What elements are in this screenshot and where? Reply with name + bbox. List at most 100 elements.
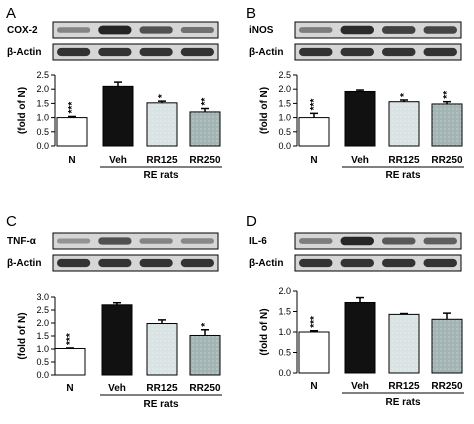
blot-target: TNF-α (7, 232, 219, 250)
significance-mark: * (157, 94, 168, 98)
blot-actin: β-Actin (7, 254, 219, 272)
bar-n (298, 331, 330, 374)
blot-actin: β-Actin (249, 254, 462, 272)
blot-frame (294, 43, 462, 61)
x-tick-label: RR250 (431, 381, 463, 392)
y-tick-label: 0.0 (278, 368, 291, 378)
blot-band (299, 47, 333, 57)
y-tick-label: 0.5 (278, 348, 291, 358)
bar-veh (344, 301, 376, 374)
y-axis-label: (fold of N) (259, 87, 270, 134)
blot-band (139, 26, 173, 34)
blot-band (139, 47, 173, 57)
bar-texture (389, 314, 419, 373)
x-tick-label: Veh (351, 155, 369, 166)
blot-frame (294, 232, 462, 250)
y-axis-label: (fold of N) (17, 87, 28, 134)
bar-chart: 0.0 0.5 1.0 1.5 2.0 2.5 (fold of N) *** N Veh * RR1… (17, 70, 221, 166)
blot-band (340, 47, 374, 57)
x-tick-label: Veh (108, 383, 126, 394)
blot-band (98, 237, 132, 245)
x-tick-label: RR125 (146, 155, 178, 166)
bar-texture (432, 104, 462, 146)
significance-mark: * (399, 93, 410, 97)
y-tick-label: 0.0 (36, 141, 49, 151)
y-tick-label: 2.0 (36, 318, 49, 328)
blot-label: β-Actin (7, 47, 41, 58)
x-tick-label: N (66, 383, 73, 394)
blot-actin: β-Actin (249, 43, 462, 61)
y-tick-label: 2.5 (36, 70, 49, 80)
x-tick-label: RR125 (388, 155, 420, 166)
blot-band (180, 47, 214, 57)
blot-band (98, 25, 132, 35)
y-tick-label: 2.0 (278, 84, 291, 94)
y-tick-label: 1.0 (278, 327, 291, 337)
blot-target: IL-6 (249, 232, 462, 250)
blot-band (57, 238, 91, 244)
blot-label: IL-6 (249, 236, 267, 247)
group-label: RE rats (385, 397, 420, 408)
panel-letter: B (246, 5, 256, 22)
bar-n (56, 117, 88, 147)
bar-texture (190, 112, 220, 146)
bar-texture (147, 103, 177, 146)
significance-mark: *** (309, 99, 320, 111)
y-tick-label: 1.5 (36, 98, 49, 108)
y-tick-label: 0.0 (36, 370, 49, 380)
x-tick-label: N (310, 155, 317, 166)
blot-band (382, 26, 416, 34)
significance-mark: *** (309, 316, 320, 328)
bar-texture (432, 319, 462, 373)
y-tick-label: 1.5 (278, 307, 291, 317)
blot-frame (294, 21, 462, 39)
significance-mark: ** (200, 98, 211, 106)
x-tick-label: RR250 (189, 155, 221, 166)
blot-frame (52, 254, 219, 272)
panel-letter: C (6, 213, 17, 230)
blot-label: β-Actin (7, 258, 41, 269)
blot-band (139, 258, 173, 268)
bar-chart: 0.0 0.5 1.0 1.5 2.0 2.5 3.0 (fold of N) *** N Veh R… (17, 292, 221, 394)
blot-band (340, 236, 374, 246)
group-label: RE rats (385, 170, 420, 181)
blot-frame (294, 254, 462, 272)
group-label: RE rats (143, 170, 178, 181)
bar-texture (190, 335, 220, 375)
y-tick-label: 2.0 (278, 286, 291, 296)
x-tick-label: N (310, 381, 317, 392)
y-axis-label: (fold of N) (259, 308, 270, 355)
bar-chart: 0.0 0.5 1.0 1.5 2.0 2.5 (fold of N) *** N Veh * RR1… (259, 70, 463, 166)
panel-letter: A (6, 5, 16, 22)
y-tick-label: 0.5 (278, 127, 291, 137)
bar-texture (389, 102, 419, 146)
bar-chart: 0.0 0.5 1.0 1.5 2.0 (fold of N) *** N Veh RR125 RR… (259, 286, 463, 392)
x-tick-label: N (68, 155, 75, 166)
x-tick-label: RR125 (146, 383, 178, 394)
blot-band (423, 26, 457, 34)
blot-band (423, 258, 457, 268)
group-label: RE rats (143, 399, 178, 410)
panel-letter: D (246, 213, 257, 230)
blot-band (180, 26, 214, 34)
bar-veh (102, 85, 134, 147)
blot-band (139, 238, 173, 244)
blot-frame (52, 21, 219, 39)
blot-band (180, 238, 214, 244)
y-tick-label: 2.5 (278, 70, 291, 80)
panel-d: D IL-6 β-Actin 0.0 0.5 1.0 1.5 2.0 (fold of N) **… (246, 213, 464, 408)
x-tick-label: Veh (109, 155, 127, 166)
blot-band (340, 25, 374, 35)
y-axis-label: (fold of N) (17, 312, 28, 359)
y-tick-label: 0.5 (36, 127, 49, 137)
blot-band (57, 258, 91, 268)
blot-band (382, 258, 416, 268)
panel-a: A COX-2 β-Actin 0.0 0.5 1.0 1.5 2.0 2.5 (fold of … (6, 5, 222, 181)
x-tick-label: Veh (351, 381, 369, 392)
y-tick-label: 0.5 (36, 357, 49, 367)
significance-mark: * (200, 323, 211, 327)
blot-frame (52, 43, 219, 61)
blot-label: COX-2 (7, 25, 38, 36)
